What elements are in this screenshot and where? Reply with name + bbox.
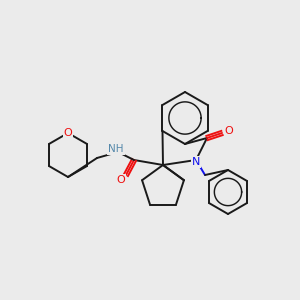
Text: O: O	[64, 128, 72, 138]
Text: O: O	[117, 175, 125, 185]
Text: O: O	[225, 126, 233, 136]
Text: NH: NH	[108, 144, 124, 154]
Text: N: N	[192, 157, 200, 167]
